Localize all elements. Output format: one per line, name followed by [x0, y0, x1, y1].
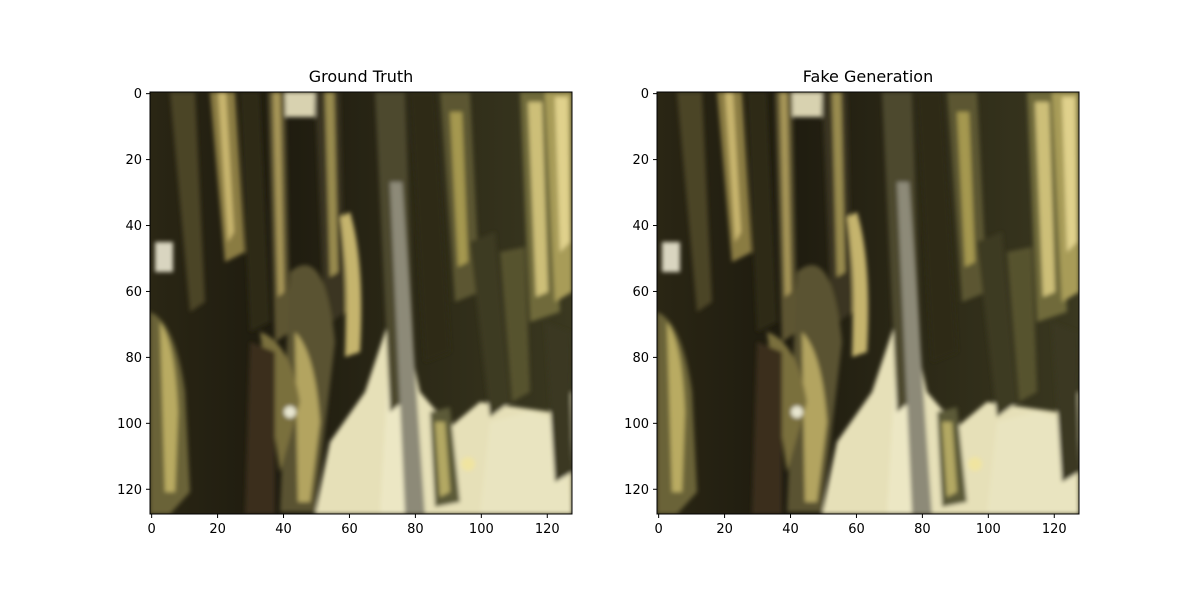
x-tick-label: 0	[148, 522, 156, 537]
x-tick-label: 80	[407, 522, 424, 537]
x-tick-label: 100	[976, 522, 1001, 537]
y-tick-label: 20	[632, 153, 649, 168]
axes-frame	[656, 91, 1080, 515]
x-tick-label: 120	[535, 522, 560, 537]
y-tick-label: 0	[641, 87, 649, 102]
x-tick-label: 60	[848, 522, 865, 537]
x-tick-label: 100	[469, 522, 494, 537]
x-tick-label: 80	[914, 522, 931, 537]
panel-ground-truth: Ground Truth 0 20 40 60 80 100 120 0 20 40 60 80 100…	[117, 67, 573, 537]
y-tick-label: 100	[117, 417, 142, 432]
y-tick-label: 100	[624, 417, 649, 432]
x-tick-label: 20	[716, 522, 733, 537]
y-tick-label: 80	[125, 351, 142, 366]
fake-generation-image	[657, 92, 1079, 514]
x-tick-label: 40	[275, 522, 292, 537]
y-tick-label: 40	[632, 219, 649, 234]
axis-ticks: 0 20 40 60 80 100 120 0 20 40 60 80 100 120	[117, 87, 560, 537]
y-tick-label: 40	[125, 219, 142, 234]
x-tick-label: 60	[341, 522, 358, 537]
axis-ticks: 0 20 40 60 80 100 120 0 20 40 60 80 100 120	[624, 87, 1067, 537]
y-tick-label: 0	[134, 87, 142, 102]
y-tick-label: 120	[624, 483, 649, 498]
x-tick-label: 0	[655, 522, 663, 537]
y-tick-label: 80	[632, 351, 649, 366]
axes-frame	[149, 91, 573, 515]
y-tick-label: 60	[125, 285, 142, 300]
y-tick-label: 60	[632, 285, 649, 300]
x-tick-label: 40	[782, 522, 799, 537]
ground-truth-image	[150, 92, 572, 514]
x-tick-label: 20	[209, 522, 226, 537]
panel-title: Fake Generation	[803, 67, 933, 86]
y-tick-label: 20	[125, 153, 142, 168]
y-tick-label: 120	[117, 483, 142, 498]
x-tick-label: 120	[1042, 522, 1067, 537]
panel-fake-generation: Fake Generation 0 20 40 60 80 100 120 0 20 40 60 80…	[624, 67, 1080, 537]
panel-title: Ground Truth	[309, 67, 414, 86]
